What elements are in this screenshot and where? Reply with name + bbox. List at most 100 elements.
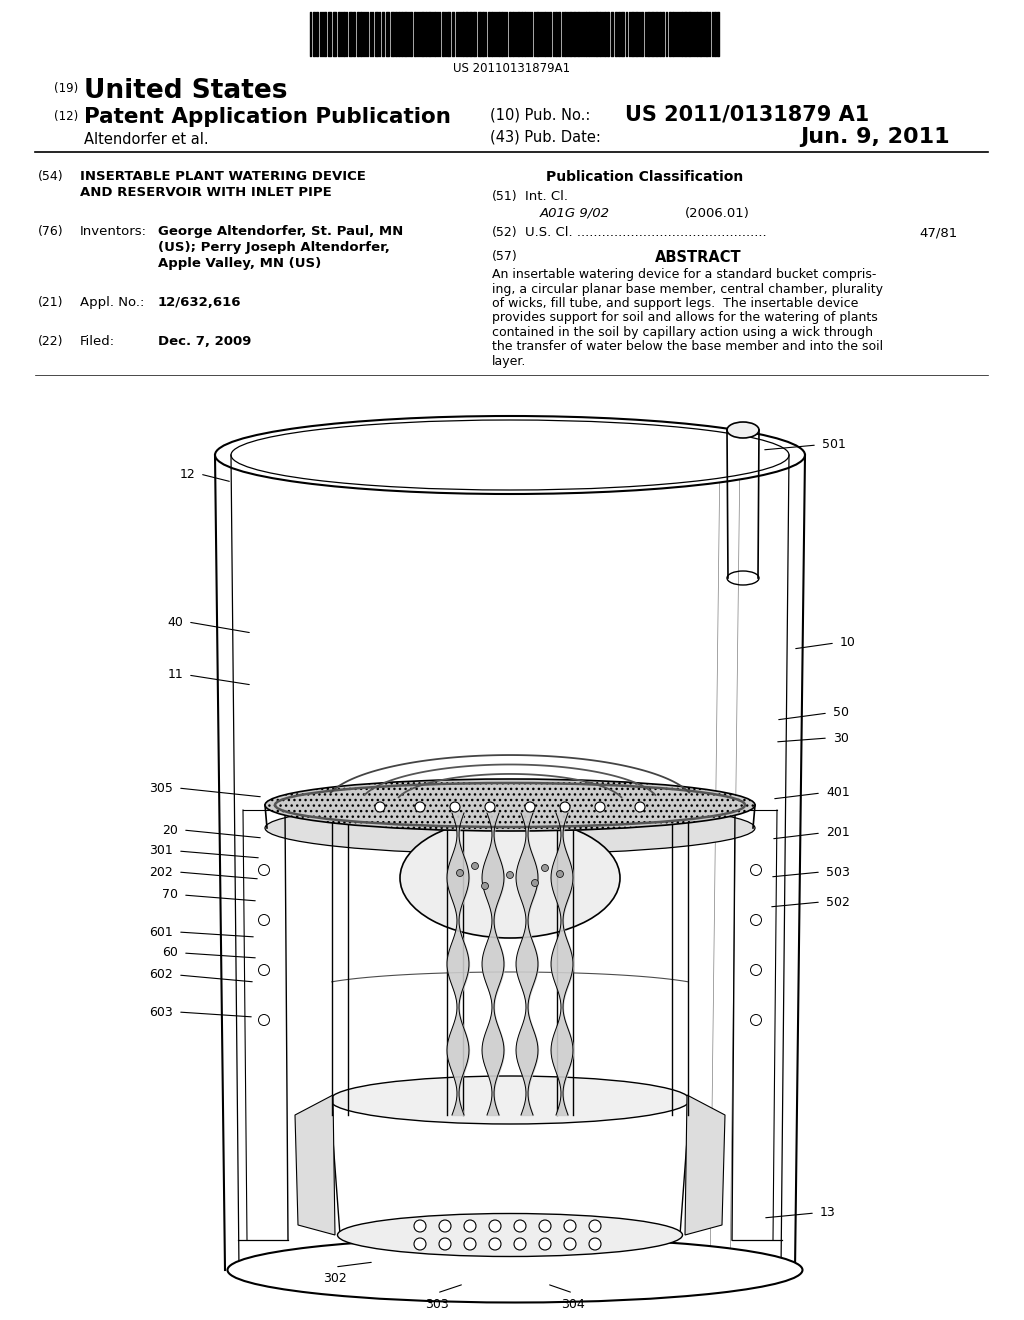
- Circle shape: [514, 1238, 526, 1250]
- Text: 501: 501: [822, 438, 846, 451]
- Circle shape: [489, 1220, 501, 1232]
- Text: INSERTABLE PLANT WATERING DEVICE: INSERTABLE PLANT WATERING DEVICE: [80, 170, 366, 183]
- Text: Altendorfer et al.: Altendorfer et al.: [84, 132, 209, 147]
- Text: 304: 304: [561, 1298, 585, 1311]
- Ellipse shape: [265, 779, 755, 832]
- Circle shape: [531, 879, 539, 887]
- Circle shape: [375, 803, 385, 812]
- Ellipse shape: [215, 416, 805, 494]
- Text: ing, a circular planar base member, central chamber, plurality: ing, a circular planar base member, cent…: [492, 282, 883, 296]
- Circle shape: [589, 1220, 601, 1232]
- Ellipse shape: [265, 803, 755, 854]
- Text: Patent Application Publication: Patent Application Publication: [84, 107, 451, 127]
- Text: (54): (54): [38, 170, 63, 183]
- Text: (10) Pub. No.:: (10) Pub. No.:: [490, 107, 591, 121]
- Text: (57): (57): [492, 249, 518, 263]
- Text: 70: 70: [162, 888, 178, 902]
- Circle shape: [525, 803, 535, 812]
- Circle shape: [414, 1238, 426, 1250]
- Text: provides support for soil and allows for the watering of plants: provides support for soil and allows for…: [492, 312, 878, 325]
- Circle shape: [564, 1220, 575, 1232]
- Text: George Altendorfer, St. Paul, MN: George Altendorfer, St. Paul, MN: [158, 224, 403, 238]
- Text: ABSTRACT: ABSTRACT: [654, 249, 741, 265]
- Text: 11: 11: [167, 668, 183, 681]
- Circle shape: [595, 803, 605, 812]
- Ellipse shape: [227, 1238, 803, 1303]
- Circle shape: [258, 1015, 269, 1026]
- Text: Int. Cl.: Int. Cl.: [525, 190, 568, 203]
- Text: Jun. 9, 2011: Jun. 9, 2011: [800, 127, 949, 147]
- Text: (12): (12): [54, 110, 78, 123]
- Text: (51): (51): [492, 190, 517, 203]
- Text: 60: 60: [162, 946, 178, 960]
- Text: 201: 201: [826, 826, 850, 840]
- Circle shape: [556, 870, 563, 878]
- Ellipse shape: [338, 1213, 683, 1257]
- Circle shape: [507, 871, 513, 879]
- Circle shape: [457, 870, 464, 876]
- Text: 302: 302: [324, 1272, 347, 1284]
- Text: US 20110131879A1: US 20110131879A1: [454, 62, 570, 75]
- Circle shape: [439, 1220, 451, 1232]
- Text: 601: 601: [150, 925, 173, 939]
- Text: (19): (19): [54, 82, 78, 95]
- Circle shape: [464, 1220, 476, 1232]
- Circle shape: [751, 865, 762, 875]
- Circle shape: [471, 862, 478, 870]
- Text: US 2011/0131879 A1: US 2011/0131879 A1: [625, 104, 869, 124]
- Circle shape: [481, 883, 488, 890]
- Circle shape: [589, 1238, 601, 1250]
- Text: 401: 401: [826, 787, 850, 800]
- Circle shape: [258, 915, 269, 925]
- Text: Appl. No.:: Appl. No.:: [80, 296, 144, 309]
- Text: (43) Pub. Date:: (43) Pub. Date:: [490, 129, 601, 145]
- Text: contained in the soil by capillary action using a wick through: contained in the soil by capillary actio…: [492, 326, 873, 339]
- Text: Publication Classification: Publication Classification: [547, 170, 743, 183]
- Text: 10: 10: [840, 636, 856, 649]
- Text: (76): (76): [38, 224, 63, 238]
- Text: Apple Valley, MN (US): Apple Valley, MN (US): [158, 257, 322, 271]
- Text: Inventors:: Inventors:: [80, 224, 147, 238]
- Text: 202: 202: [150, 866, 173, 879]
- Text: Dec. 7, 2009: Dec. 7, 2009: [158, 335, 251, 348]
- Polygon shape: [685, 1096, 725, 1236]
- Text: United States: United States: [84, 78, 288, 104]
- Text: Filed:: Filed:: [80, 335, 115, 348]
- Text: the transfer of water below the base member and into the soil: the transfer of water below the base mem…: [492, 341, 883, 354]
- Text: 20: 20: [162, 824, 178, 837]
- Text: 47/81: 47/81: [920, 226, 958, 239]
- Text: 50: 50: [833, 706, 849, 719]
- Text: 30: 30: [833, 731, 849, 744]
- Circle shape: [414, 1220, 426, 1232]
- Circle shape: [751, 965, 762, 975]
- Text: 40: 40: [167, 615, 183, 628]
- Text: of wicks, fill tube, and support legs.  The insertable device: of wicks, fill tube, and support legs. T…: [492, 297, 858, 310]
- Circle shape: [564, 1238, 575, 1250]
- Circle shape: [258, 965, 269, 975]
- Circle shape: [751, 1015, 762, 1026]
- Text: 303: 303: [425, 1298, 449, 1311]
- Text: 12/632,616: 12/632,616: [158, 296, 242, 309]
- Circle shape: [485, 803, 495, 812]
- Text: (52): (52): [492, 226, 517, 239]
- Text: 603: 603: [150, 1006, 173, 1019]
- Circle shape: [542, 865, 549, 871]
- Text: 13: 13: [820, 1206, 836, 1220]
- Text: 503: 503: [826, 866, 850, 879]
- Text: 502: 502: [826, 895, 850, 908]
- Text: layer.: layer.: [492, 355, 526, 368]
- Text: (2006.01): (2006.01): [685, 207, 750, 220]
- Circle shape: [489, 1238, 501, 1250]
- Text: 305: 305: [150, 781, 173, 795]
- Circle shape: [415, 803, 425, 812]
- Circle shape: [439, 1238, 451, 1250]
- Text: 301: 301: [150, 845, 173, 858]
- Circle shape: [560, 803, 570, 812]
- Circle shape: [751, 915, 762, 925]
- Ellipse shape: [330, 1076, 690, 1125]
- Circle shape: [514, 1220, 526, 1232]
- Text: An insertable watering device for a standard bucket compris-: An insertable watering device for a stan…: [492, 268, 877, 281]
- Text: 12: 12: [179, 467, 195, 480]
- Text: U.S. Cl. ..............................................: U.S. Cl. ...............................…: [525, 226, 767, 239]
- Text: AND RESERVOIR WITH INLET PIPE: AND RESERVOIR WITH INLET PIPE: [80, 186, 332, 199]
